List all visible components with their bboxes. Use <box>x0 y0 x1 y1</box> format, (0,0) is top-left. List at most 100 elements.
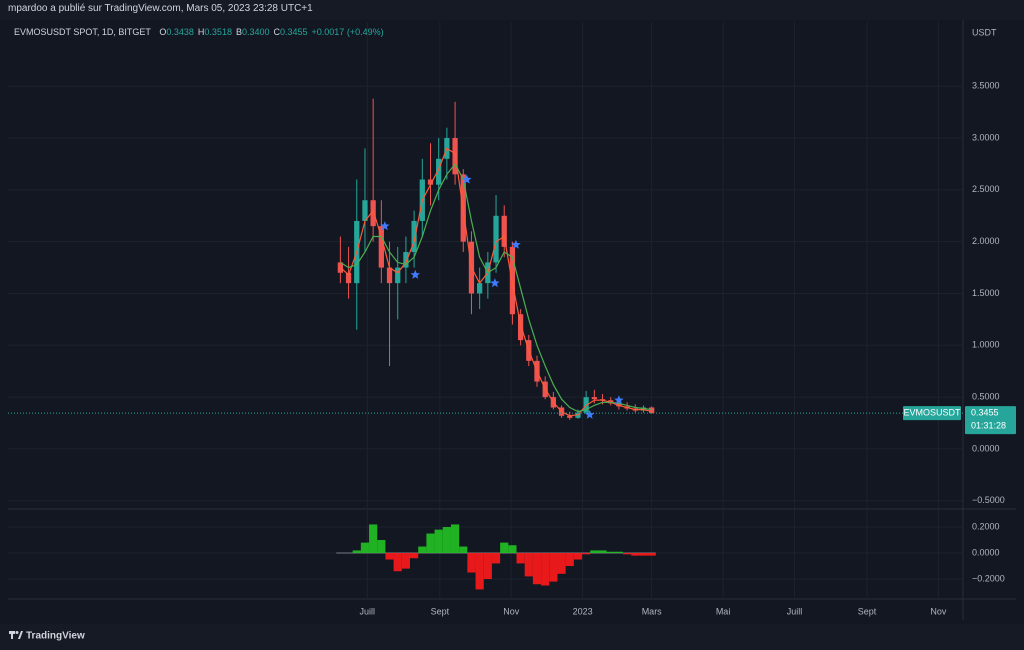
x-tick-label: Juill <box>787 606 803 616</box>
x-tick-label: Nov <box>503 606 520 616</box>
histogram-bar <box>467 553 476 573</box>
moving-average <box>340 147 652 417</box>
y-tick-label: 0.0000 <box>972 547 1000 557</box>
candle-body <box>517 314 524 341</box>
y-tick-label: 1.5000 <box>972 288 1000 298</box>
candle-body <box>591 397 597 400</box>
top-bar <box>0 0 1024 20</box>
histogram-bar <box>475 553 484 590</box>
footer-bar <box>0 624 1024 650</box>
histogram-bar <box>614 551 624 554</box>
candle-body <box>411 220 417 253</box>
candle-body <box>436 158 442 185</box>
histogram-bar <box>369 524 378 554</box>
symbol-tag: EVMOSUSDT <box>903 408 961 418</box>
y-tick-label: 0.5000 <box>972 391 1000 401</box>
y-unit: USDT <box>972 27 997 37</box>
ohlc-label: O <box>159 27 167 37</box>
x-tick-label: Mars <box>642 606 662 616</box>
histogram-bar <box>500 542 509 554</box>
histogram-bar <box>557 553 566 574</box>
x-tick-label: Nov <box>930 606 947 616</box>
candle-body <box>567 415 573 418</box>
candle-body <box>337 262 344 273</box>
candle-body <box>493 215 499 263</box>
histogram-bar <box>426 533 435 554</box>
ohlc-value: 0.3455 <box>280 27 308 37</box>
histogram-bar <box>532 553 542 585</box>
candle-body <box>370 200 376 227</box>
signal-marker <box>462 174 472 184</box>
change: +0.0017 (+0.49%) <box>311 27 384 37</box>
ohlc-value: 0.3400 <box>241 27 270 37</box>
attribution: mpardoo a publié sur TradingView.com, Ma… <box>8 3 313 14</box>
histogram-bar <box>491 553 501 564</box>
candle-body <box>477 283 483 294</box>
histogram-bar <box>524 553 533 577</box>
histogram-bar <box>606 551 615 554</box>
signal-marker <box>511 239 521 249</box>
x-tick-label: Mai <box>716 606 731 616</box>
candle-body <box>345 272 352 284</box>
histogram-bar <box>508 545 517 554</box>
y-tick-label: 0.0000 <box>972 443 1000 453</box>
histogram-bar <box>360 542 370 554</box>
candle-body <box>378 226 384 268</box>
x-tick-label: 2023 <box>573 606 593 616</box>
histogram-bar <box>434 529 443 554</box>
candle-body <box>403 252 409 268</box>
histogram-bar <box>639 553 648 556</box>
brand: TradingView <box>26 631 85 642</box>
histogram-bar <box>631 553 640 556</box>
candle-body <box>395 267 401 284</box>
histogram-bar <box>418 546 427 554</box>
histogram-bar <box>450 524 460 554</box>
ohlc-value: 0.3518 <box>204 27 232 37</box>
brand-logo <box>9 631 23 639</box>
y-tick-label: 1.0000 <box>972 340 1000 350</box>
candle-body <box>649 407 655 414</box>
moving-average <box>340 162 652 413</box>
histogram-bar <box>385 553 394 560</box>
y-tick-label: −0.5000 <box>972 495 1005 505</box>
y-tick-label: −0.2000 <box>972 573 1005 583</box>
histogram-bar <box>352 550 361 554</box>
signal-marker <box>410 269 420 279</box>
ohlc-value: 0.3438 <box>166 27 194 37</box>
histogram-bar <box>598 550 607 554</box>
candle-body <box>427 179 434 185</box>
histogram-bar <box>393 553 402 572</box>
y-tick-label: 3.0000 <box>972 132 1000 142</box>
symbol-title: EVMOSUSDT SPOT, 1D, BITGET <box>14 27 151 37</box>
y-tick-label: 2.5000 <box>972 184 1000 194</box>
histogram-bar <box>541 553 550 586</box>
x-tick-label: Juill <box>360 606 376 616</box>
histogram-bar <box>459 546 468 554</box>
histogram-bar <box>410 553 419 559</box>
price-tag-bg <box>965 406 1016 435</box>
histogram-bar <box>623 553 632 555</box>
price-tag: 0.3455 <box>971 408 999 418</box>
symbol-legend: EVMOSUSDT SPOT, 1D, BITGET O0.3438 H0.351… <box>14 27 388 37</box>
countdown: 01:31:28 <box>971 421 1006 431</box>
histogram-bar <box>590 550 599 554</box>
histogram-bar <box>573 553 583 560</box>
y-tick-label: 3.5000 <box>972 81 1000 91</box>
histogram-bar <box>582 553 591 555</box>
signal-marker <box>584 409 595 419</box>
x-tick-label: Sept <box>858 606 877 616</box>
histogram-bar <box>377 540 386 554</box>
histogram-bar <box>516 553 525 564</box>
candle-body <box>386 267 393 284</box>
candle-body <box>501 215 507 247</box>
grid <box>8 22 963 598</box>
symbol-tag-bg <box>903 406 961 421</box>
x-tick-label: Sept <box>431 606 450 616</box>
histogram-bar <box>401 553 411 569</box>
histogram-bar <box>549 553 558 582</box>
histogram-bar <box>442 527 451 554</box>
ohlc-label: B <box>235 27 242 37</box>
histogram-bar <box>483 553 492 580</box>
